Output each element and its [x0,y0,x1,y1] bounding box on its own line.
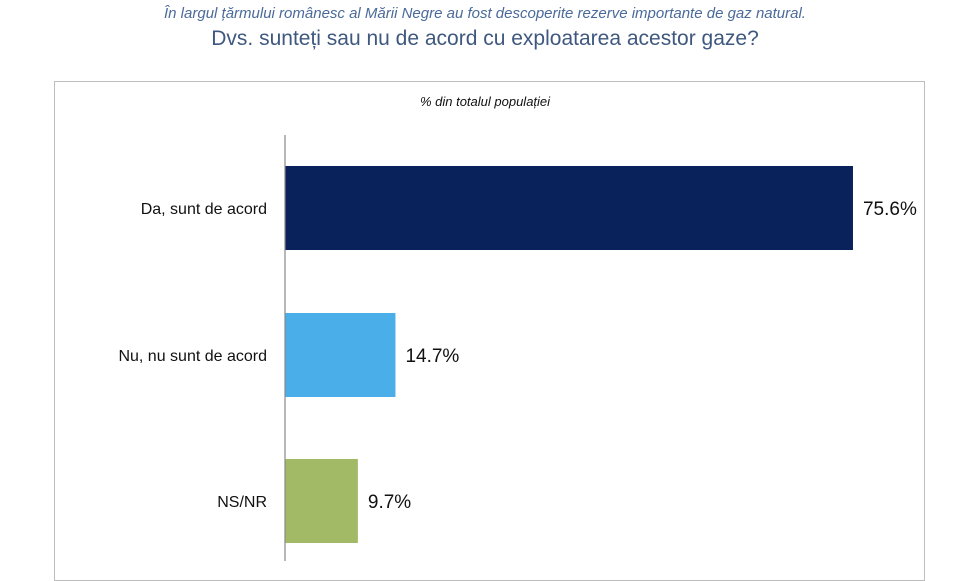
value-label: 14.7% [405,346,459,367]
category-label: NS/NR [217,494,267,511]
category-label: Nu, nu sunt de acord [118,348,267,365]
bar [285,166,853,250]
unit-label: % din totalul populației [419,94,551,109]
bar [285,313,396,397]
chart-title: Dvs. sunteți sau nu de acord cu exploata… [211,27,759,50]
chart-subtitle: În largul țărmului românesc al Mării Neg… [164,5,806,22]
category-label: Da, sunt de acord [141,201,267,218]
value-label: 75.6% [863,199,917,220]
bar-chart: Da, sunt de acord 75.6% Nu, nu sunt de aco… [118,135,917,561]
bar [285,459,358,543]
value-label: 9.7% [368,492,411,513]
